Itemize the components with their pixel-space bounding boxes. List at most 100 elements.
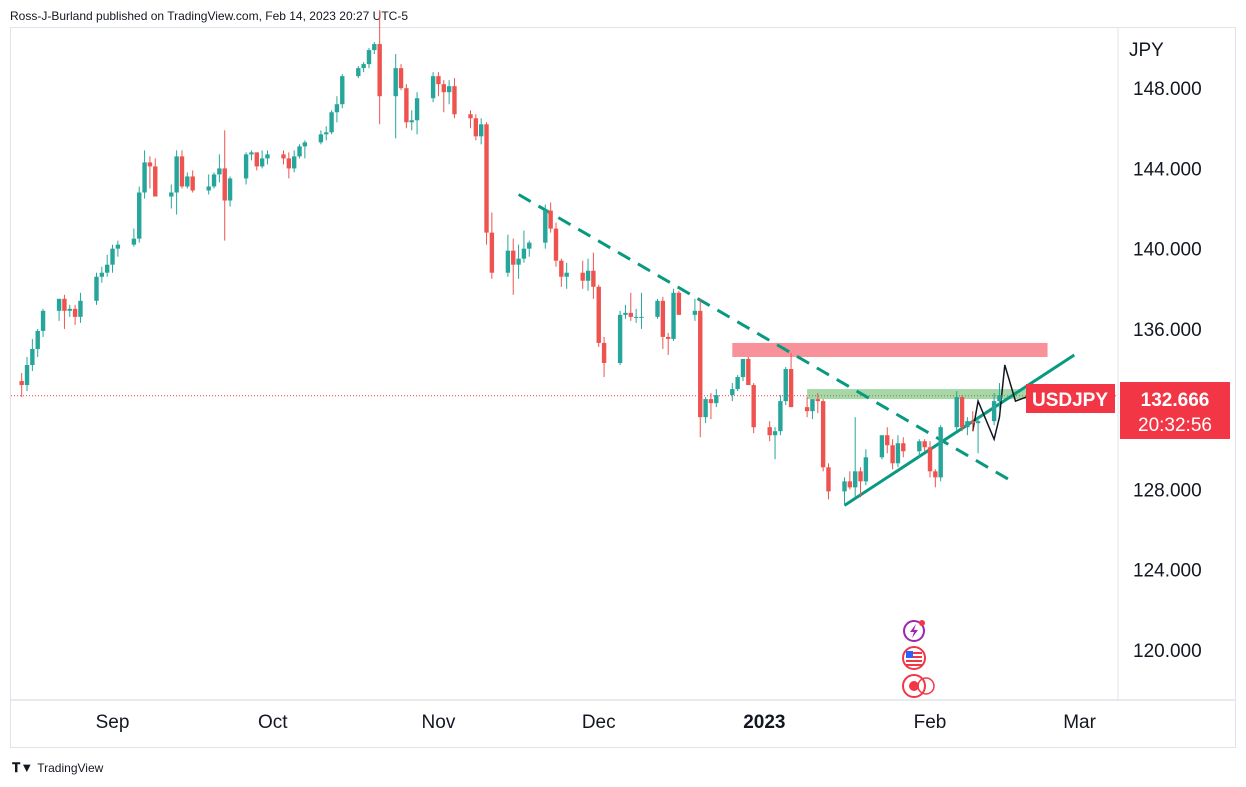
candle-body	[521, 248, 527, 259]
candle-body	[901, 443, 906, 452]
candle-body	[746, 358, 751, 386]
candle-body	[580, 272, 585, 281]
candle-body	[329, 112, 334, 133]
candle-body	[243, 154, 249, 179]
event-icons	[902, 620, 935, 698]
tradingview-logo-icon: 𝐓▼	[12, 760, 34, 775]
candle-body	[997, 395, 1002, 402]
candle-body	[393, 68, 398, 97]
candle-body	[62, 298, 67, 311]
candle-body	[153, 166, 158, 197]
candle-body	[104, 264, 110, 273]
candle-body	[548, 210, 553, 229]
price-tick-label: 124.000	[1133, 561, 1202, 582]
candle-body	[601, 342, 607, 363]
axes-layer: JPY	[11, 28, 1235, 701]
candle-body	[318, 134, 324, 143]
candle-body	[543, 210, 548, 243]
drawings-layer	[517, 193, 1076, 507]
candle-body	[965, 421, 970, 428]
time-tick-label: Feb	[914, 712, 947, 733]
candle-body	[516, 258, 521, 265]
price-tick-label: 144.000	[1133, 159, 1202, 180]
candle-body	[820, 401, 826, 468]
candle-body	[67, 308, 72, 311]
candle-body	[174, 156, 179, 193]
candle-body	[826, 467, 831, 492]
candle-body	[446, 86, 452, 93]
price-tick-label: 140.000	[1133, 240, 1202, 261]
candle-body	[297, 146, 302, 157]
candle-body	[991, 401, 997, 422]
candle-body	[735, 377, 740, 390]
publisher-header: Ross-J-Burland published on TradingView.…	[10, 9, 408, 23]
candle-body	[559, 260, 564, 277]
candle-body	[665, 336, 671, 339]
projection-path	[972, 364, 1032, 442]
candle-body	[970, 421, 975, 424]
candle-body	[708, 399, 714, 404]
candle-body	[430, 76, 436, 99]
candle-body	[94, 276, 99, 301]
candle-body	[703, 399, 708, 418]
candle-body	[922, 441, 927, 448]
candle-body	[858, 471, 863, 482]
candle-body	[169, 192, 174, 197]
candle-body	[372, 44, 377, 51]
candle-body	[527, 242, 532, 249]
candle-body	[190, 176, 195, 191]
candle-body	[585, 270, 591, 281]
us-flag-event-icon[interactable]	[902, 646, 926, 670]
price-tick-label: 148.000	[1133, 79, 1202, 100]
candle-body	[917, 441, 922, 452]
candle-body	[751, 385, 756, 428]
candle-body	[254, 152, 259, 167]
candle-body	[366, 50, 372, 65]
resistance-zone	[732, 342, 1048, 357]
candle-body	[361, 64, 366, 69]
candle-body	[698, 310, 703, 418]
candle-body	[142, 162, 147, 193]
candle-body	[217, 168, 222, 175]
candle-body	[478, 124, 484, 137]
candle-body	[436, 76, 441, 85]
price-tick-label: 128.000	[1133, 480, 1202, 501]
candle-body	[692, 310, 698, 315]
last-price-label: 132.666	[1141, 390, 1210, 411]
currency-label: JPY	[1129, 40, 1164, 61]
candle-body	[553, 228, 559, 261]
candle-body	[879, 435, 885, 458]
candle-body	[671, 292, 676, 339]
candle-body	[334, 104, 340, 113]
candle-body	[842, 481, 847, 492]
earnings-event-icon[interactable]	[903, 620, 925, 642]
candle-body	[137, 192, 142, 239]
candle-body	[660, 300, 666, 337]
time-tick-label: Sep	[96, 712, 130, 733]
candle-body	[810, 399, 815, 412]
candle-body	[78, 300, 83, 317]
candle-body	[259, 158, 265, 167]
candle-body	[596, 286, 601, 343]
chart-frame	[10, 27, 1236, 748]
price-tick-label: 136.000	[1133, 320, 1202, 341]
footer-brand[interactable]: 𝐓▼ TradingView	[12, 760, 103, 776]
candle-body	[377, 44, 382, 97]
support-zone	[807, 389, 1048, 400]
candle-body	[324, 132, 329, 135]
candle-body	[30, 348, 35, 366]
candle-body	[211, 174, 217, 187]
candle-body	[281, 154, 286, 159]
candle-body	[895, 443, 901, 464]
candle-body	[227, 178, 233, 201]
candle-body	[788, 369, 794, 408]
candle-body	[815, 399, 820, 402]
candle-body	[40, 310, 46, 331]
candle-body	[99, 272, 105, 277]
candle-body	[473, 118, 479, 137]
candle-body	[340, 76, 345, 105]
symbol-label-box	[1026, 384, 1115, 413]
jp-flag-event-icon[interactable]	[902, 674, 935, 698]
candle-body	[72, 308, 78, 317]
